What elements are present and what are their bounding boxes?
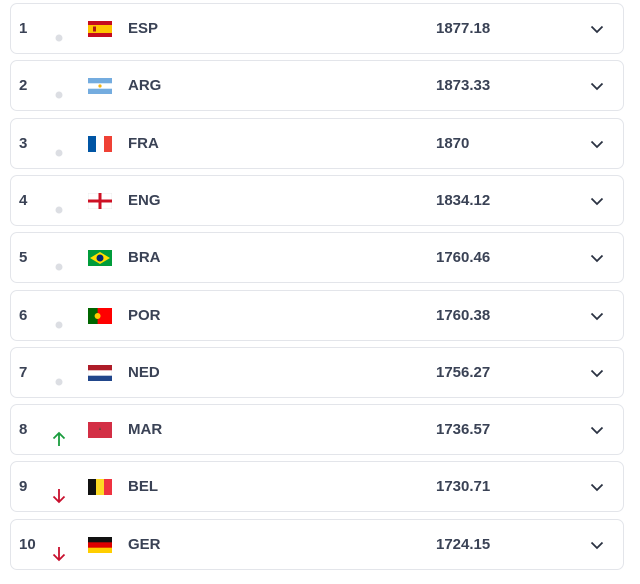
points: 1870 [436,134,470,152]
flag [88,422,112,439]
expand-chevron[interactable] [589,365,605,381]
flag [88,78,112,95]
rank: 8 [19,421,28,439]
expand-chevron[interactable] [589,537,605,553]
movement-icon [49,19,69,42]
team-code: FRA [128,134,159,152]
ranking-row[interactable]: 9 BEL 1730.71 [10,461,624,513]
ranking-row[interactable]: 10 GER 1724.15 [10,518,624,570]
rank: 2 [19,77,28,95]
ranking-row[interactable]: 5 BRA 1760.46 [10,232,624,284]
expand-chevron[interactable] [589,78,605,94]
team-code: ESP [128,20,159,37]
points: 1873.33 [436,77,491,95]
ranking-row[interactable]: 4 ENG 1834.12 [10,174,624,226]
rank: 5 [19,249,28,267]
movement-icon [49,477,69,504]
points: 1736.57 [436,421,491,439]
ranking-row[interactable]: 1 ESP 1877.18 [10,3,624,54]
expand-chevron[interactable] [589,479,605,495]
points: 1760.38 [436,306,491,324]
movement-icon [49,134,69,157]
flag [87,192,113,210]
team-code: MAR [128,421,163,439]
flag [87,364,113,382]
points: 1756.27 [436,363,491,381]
flag [88,250,112,267]
rank: 6 [19,306,28,324]
flag [88,21,112,37]
ranking-row[interactable]: 8 MAR 1736.57 [10,404,624,456]
team-code: BRA [128,249,161,267]
rank: 9 [19,478,28,496]
rank: 3 [19,134,28,152]
team-code: BEL [128,478,158,496]
movement-icon [49,248,69,271]
flag [88,307,112,324]
flag [88,479,112,496]
expand-chevron[interactable] [589,250,605,266]
ranking-row[interactable]: 6 POR 1760.38 [10,289,624,341]
team-code: GER [128,535,161,553]
movement-icon [49,363,69,386]
expand-chevron[interactable] [589,193,605,209]
rank: 4 [19,191,28,209]
expand-chevron[interactable] [589,136,605,152]
movement-icon [49,76,69,99]
team-code: ENG [128,191,161,209]
expand-chevron[interactable] [589,21,605,37]
rank: 10 [19,535,36,553]
ranking-row[interactable]: 2 ARG 1873.33 [10,60,624,112]
ranking-row[interactable]: 3 FRA 1870 [10,117,624,169]
team-code: POR [128,306,161,324]
points: 1760.46 [436,249,491,267]
expand-chevron[interactable] [589,308,605,324]
team-code: ARG [128,77,162,95]
points: 1724.15 [436,535,491,553]
points: 1834.12 [436,191,491,209]
movement-icon [49,306,69,328]
expand-chevron[interactable] [589,422,605,438]
movement-icon [49,191,69,214]
flag [88,135,112,152]
ranking-row[interactable]: 7 NED 1756.27 [10,346,624,398]
movement-icon [49,420,69,447]
points: 1877.18 [436,20,491,37]
points: 1730.71 [436,478,491,496]
movement-icon [49,535,69,561]
rank: 7 [19,363,28,381]
team-code: NED [128,363,160,381]
rank: 1 [19,20,28,37]
flag [88,536,112,553]
